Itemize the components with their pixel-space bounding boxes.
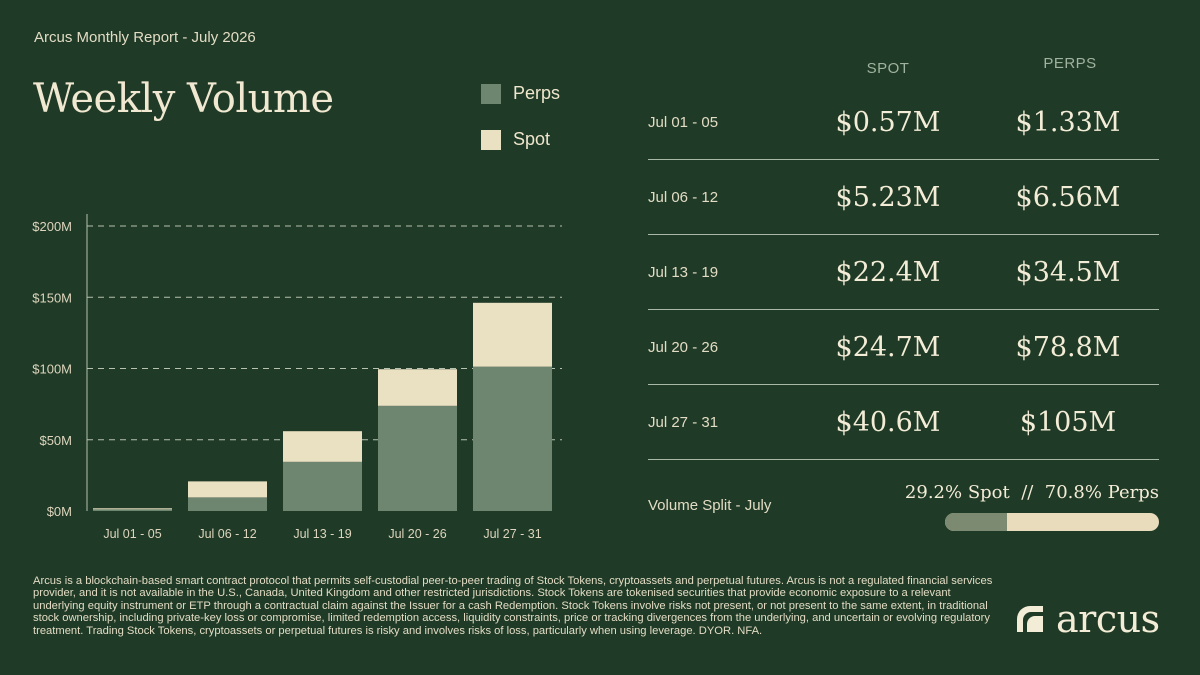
arcus-logo-icon (1017, 606, 1043, 632)
y-tick-label: $100M (32, 362, 72, 377)
x-tick-label: Jul 27 - 31 (483, 527, 541, 541)
row-divider (648, 159, 1159, 160)
perps-value: $1.33M (1015, 107, 1121, 138)
weekly-volume-chart: $0M $50M $100M $150M $200M Jul 01 - 05 Jul 06 … (32, 214, 562, 541)
volume-split-text: 29.2% Spot // 70.8% Perps (904, 482, 1159, 503)
y-tick-label: $150M (32, 290, 72, 305)
legend-label-spot: Spot (513, 129, 551, 149)
x-tick-label: Jul 20 - 26 (388, 527, 446, 541)
row-label: Jul 06 - 12 (648, 189, 719, 206)
row-divider (648, 384, 1159, 385)
x-tick-label: Jul 01 - 05 (103, 527, 161, 541)
spot-value: $22.4M (835, 257, 941, 288)
bar-spot (283, 431, 362, 462)
spot-value: $24.7M (835, 332, 941, 363)
row-label: Jul 20 - 26 (648, 339, 719, 356)
volume-split-bar (945, 513, 1159, 531)
page-title: Weekly Volume (33, 76, 334, 122)
table-row: Jul 13 - 19 $22.4M $34.5M (648, 235, 1159, 310)
row-label: Jul 01 - 05 (648, 114, 719, 131)
table-row: Jul 27 - 31 $40.6M $105M (648, 385, 1159, 460)
spot-value: $0.57M (835, 107, 941, 138)
bar-perps (283, 461, 362, 511)
arcus-logo: arcus (1014, 600, 1160, 638)
perps-value: $105M (1019, 407, 1117, 438)
column-header-spot: SPOT (866, 60, 910, 77)
report-subtitle: Arcus Monthly Report - July 2026 (34, 29, 256, 46)
bar-spot (188, 481, 267, 498)
row-divider (648, 234, 1159, 235)
table-row: Jul 20 - 26 $24.7M $78.8M (648, 310, 1159, 385)
disclaimer: Arcus is a blockchain-based smart contra… (33, 575, 993, 637)
row-divider (648, 459, 1159, 460)
bar-spot (93, 508, 172, 510)
perps-value: $34.5M (1015, 257, 1121, 288)
perps-value: $78.8M (1015, 332, 1121, 363)
volume-split-label: Volume Split - July (648, 497, 772, 514)
volume-split-spot-fill (945, 513, 1008, 531)
y-tick-label: $0M (47, 504, 72, 519)
row-divider (648, 309, 1159, 310)
x-tick-label: Jul 06 - 12 (198, 527, 256, 541)
bar-spot (473, 302, 552, 367)
bar-perps (93, 509, 172, 511)
legend-item-perps: Perps (481, 83, 560, 104)
spot-value: $40.6M (835, 407, 941, 438)
row-label: Jul 27 - 31 (648, 414, 719, 431)
bar-perps (473, 366, 552, 511)
column-header-perps: PERPS (1043, 55, 1097, 72)
table-row: Jul 01 - 05 $0.57M $1.33M (648, 85, 1159, 160)
legend-label-perps: Perps (513, 83, 561, 103)
legend-swatch-spot (481, 129, 501, 150)
y-tick-label: $50M (39, 433, 72, 448)
logo-wordmark: arcus (1056, 597, 1160, 641)
x-tick-label: Jul 13 - 19 (293, 527, 351, 541)
legend-item-spot: Spot (481, 129, 550, 150)
spot-value: $5.23M (835, 182, 941, 213)
table-row: Jul 06 - 12 $5.23M $6.56M (648, 160, 1159, 235)
legend-swatch-perps (481, 83, 501, 104)
bar-spot (378, 369, 457, 406)
row-label: Jul 13 - 19 (648, 264, 719, 281)
bar-perps (378, 405, 457, 511)
bar-perps (188, 497, 267, 511)
y-tick-label: $200M (32, 219, 72, 234)
perps-value: $6.56M (1015, 182, 1121, 213)
